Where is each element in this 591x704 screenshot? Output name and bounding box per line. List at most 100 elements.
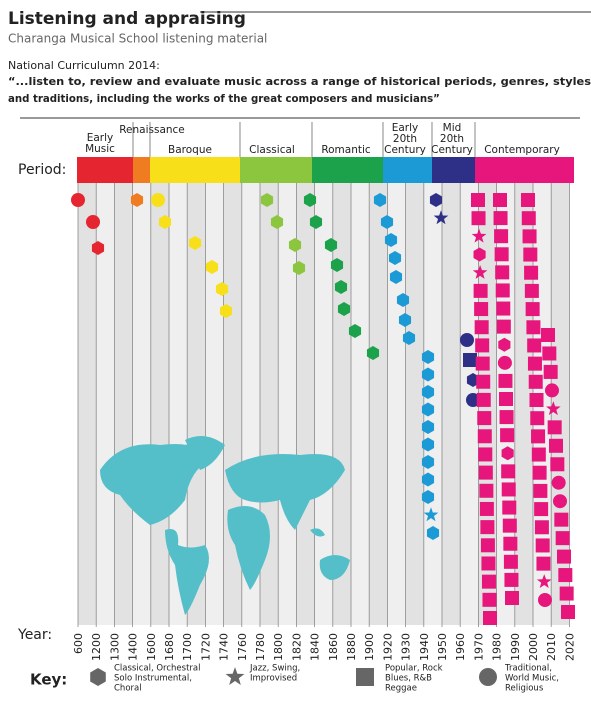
year-tick-label: 1400	[127, 633, 140, 661]
marker-square	[496, 319, 511, 334]
year-tick-label: 1780	[254, 633, 267, 661]
marker-hexagon	[373, 193, 387, 207]
marker-circle	[86, 215, 100, 229]
marker-square	[499, 392, 513, 406]
key-label: Solo Instrumental,	[114, 674, 192, 684]
marker-circle	[545, 383, 559, 398]
marker-square	[536, 556, 551, 571]
marker-hexagon	[466, 373, 480, 387]
column	[405, 183, 424, 625]
marker-square	[498, 373, 513, 388]
period-bar	[475, 157, 574, 183]
marker-hexagon	[380, 215, 394, 229]
marker-hexagon	[292, 261, 306, 275]
marker-square	[476, 392, 491, 407]
marker-square	[501, 464, 516, 479]
marker-hexagon	[396, 293, 410, 307]
year-tick-label: 1920	[381, 633, 394, 661]
marker-square	[503, 536, 518, 551]
marker-square	[480, 538, 495, 553]
year-tick-label: 600	[72, 633, 85, 654]
year-tick-label: 1700	[181, 633, 194, 661]
year-tick-label: 1760	[236, 633, 249, 661]
marker-square	[532, 465, 547, 480]
period-name: Music	[85, 143, 115, 155]
period-bar	[312, 157, 383, 183]
marker-square	[561, 605, 575, 619]
marker-hexagon	[421, 472, 435, 487]
marker-hexagon	[348, 324, 362, 338]
marker-hexagon	[330, 258, 344, 272]
marker-square	[533, 483, 548, 498]
column	[332, 183, 351, 625]
marker-hexagon	[158, 215, 172, 229]
marker-circle	[538, 593, 552, 607]
marker-square	[482, 592, 497, 607]
key-label: World Music,	[505, 674, 559, 684]
marker-square	[521, 193, 535, 207]
marker-circle	[466, 393, 480, 407]
marker-square	[479, 501, 494, 516]
column	[351, 183, 370, 625]
marker-square	[477, 411, 492, 426]
marker-hexagon	[421, 437, 435, 452]
marker-square	[502, 518, 517, 533]
period-bar	[133, 157, 150, 183]
marker-hexagon	[421, 455, 435, 469]
marker-square	[476, 374, 491, 389]
period-bar	[150, 157, 240, 183]
period-name: Early	[392, 122, 419, 134]
marker-hexagon	[421, 385, 435, 399]
period-name: Contemporary	[484, 144, 560, 156]
marker-hexagon	[389, 270, 403, 284]
marker-square	[475, 338, 490, 353]
quote: “...listen to, review and evaluate music…	[8, 77, 591, 88]
key-label: Classical, Orchestral	[114, 664, 201, 674]
key-label: Traditional,	[504, 664, 552, 674]
marker-star	[472, 264, 488, 279]
marker-star	[536, 574, 552, 589]
marker-square	[471, 211, 486, 226]
marker-square	[478, 465, 493, 480]
marker-hexagon	[498, 337, 511, 352]
marker-circle	[553, 494, 567, 509]
marker-square	[531, 447, 546, 462]
year-tick-label: 1840	[309, 633, 322, 661]
marker-square	[483, 611, 497, 625]
year-tick-label: 1950	[436, 633, 449, 661]
world-map	[100, 436, 350, 615]
marker-hexagon	[421, 350, 435, 364]
quote: and traditions, including the works of t…	[8, 94, 440, 105]
marker-square	[496, 301, 511, 316]
key-label: Improvised	[250, 674, 297, 684]
key-label: Religious	[505, 684, 544, 694]
marker-square	[528, 374, 543, 389]
marker-star	[471, 228, 487, 243]
marker-hexagon	[91, 241, 105, 255]
marker-square	[524, 265, 539, 280]
year-tick-label: 1980	[491, 633, 504, 661]
column	[96, 183, 115, 625]
marker-hexagon	[260, 193, 274, 207]
marker-square	[559, 586, 574, 601]
column	[132, 183, 151, 625]
year-tick-label: 1300	[108, 633, 121, 661]
marker-square	[500, 428, 515, 443]
marker-square	[527, 338, 542, 353]
period-name: Century	[384, 144, 426, 156]
period-bar	[77, 157, 133, 183]
period-name: Early	[87, 132, 114, 144]
marker-star	[225, 667, 245, 686]
year-tick-label: 1820	[290, 633, 303, 661]
marker-hexagon	[309, 215, 323, 229]
year-tick-label: 1720	[199, 633, 212, 661]
marker-circle	[551, 475, 566, 490]
column	[169, 183, 188, 625]
column	[314, 183, 333, 625]
marker-square	[558, 568, 573, 583]
period-label: Period:	[18, 162, 66, 178]
marker-square	[494, 229, 509, 244]
key-label: Jazz, Swing,	[249, 664, 300, 674]
marker-square	[463, 353, 477, 367]
key-label: Popular, Rock	[385, 664, 443, 674]
